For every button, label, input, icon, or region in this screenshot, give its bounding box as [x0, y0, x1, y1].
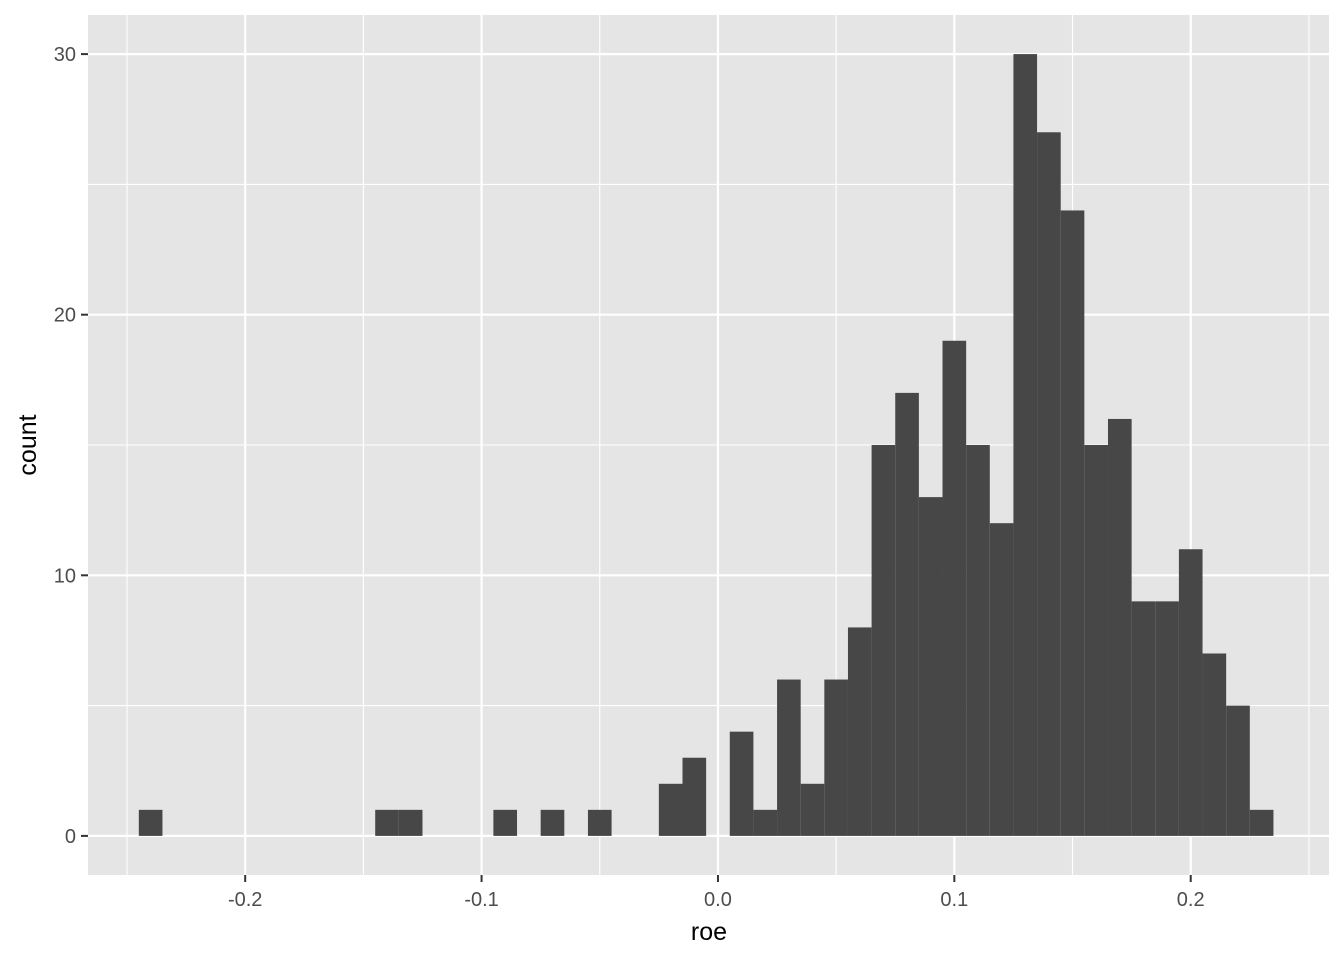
- histogram-bar-17: [942, 340, 967, 836]
- x-tick-label-2: 0.0: [704, 889, 732, 911]
- x-tick-label-4: 0.2: [1177, 889, 1205, 911]
- histogram-bar-4: [540, 809, 565, 836]
- histogram-bar-18: [966, 445, 990, 836]
- histogram-bar-19: [989, 523, 1014, 836]
- histogram-bar-20: [1013, 54, 1038, 836]
- histogram-bar-6: [658, 783, 683, 836]
- x-axis-ticks: -0.2 -0.1 0.0 0.1 0.2: [228, 875, 1205, 911]
- x-tick-label-0: -0.2: [228, 889, 262, 911]
- y-tick-label-2: 20: [54, 305, 76, 327]
- histogram-bar-29: [1226, 705, 1250, 836]
- histogram-bar-9: [753, 809, 778, 836]
- histogram-bars: [138, 54, 1274, 836]
- histogram-bar-0: [138, 809, 163, 836]
- histogram-bar-13: [847, 627, 872, 836]
- histogram-bar-8: [729, 731, 754, 836]
- histogram-bar-12: [824, 679, 848, 836]
- histogram-bar-16: [918, 497, 943, 836]
- histogram-bar-28: [1202, 653, 1227, 836]
- y-axis-title: count: [14, 414, 42, 475]
- x-axis-title: roe: [691, 918, 727, 946]
- histogram-bar-27: [1178, 549, 1203, 836]
- histogram-bar-23: [1084, 445, 1108, 836]
- y-tick-label-1: 10: [54, 565, 76, 587]
- histogram-bar-24: [1107, 418, 1132, 836]
- y-tick-label-3: 30: [54, 44, 76, 66]
- histogram-bar-7: [682, 757, 707, 836]
- histogram-bar-26: [1155, 601, 1179, 836]
- x-tick-label-3: 0.1: [940, 889, 968, 911]
- y-tick-label-0: 0: [65, 826, 76, 848]
- histogram-bar-2: [398, 809, 423, 836]
- histogram-bar-21: [1037, 132, 1061, 836]
- histogram-bar-30: [1249, 809, 1274, 836]
- histogram-bar-1: [375, 809, 399, 836]
- histogram-bar-15: [895, 392, 919, 836]
- histogram-bar-10: [777, 679, 801, 836]
- histogram-bar-11: [800, 783, 825, 836]
- histogram-bar-5: [587, 809, 612, 836]
- y-axis-ticks: 0 10 20 30: [54, 44, 88, 848]
- x-tick-label-1: -0.1: [464, 889, 498, 911]
- histogram-bar-22: [1060, 210, 1085, 836]
- histogram-bar-14: [871, 445, 896, 836]
- histogram-bar-3: [493, 809, 518, 836]
- histogram-bar-25: [1131, 601, 1156, 836]
- major-gridlines: [88, 15, 1329, 875]
